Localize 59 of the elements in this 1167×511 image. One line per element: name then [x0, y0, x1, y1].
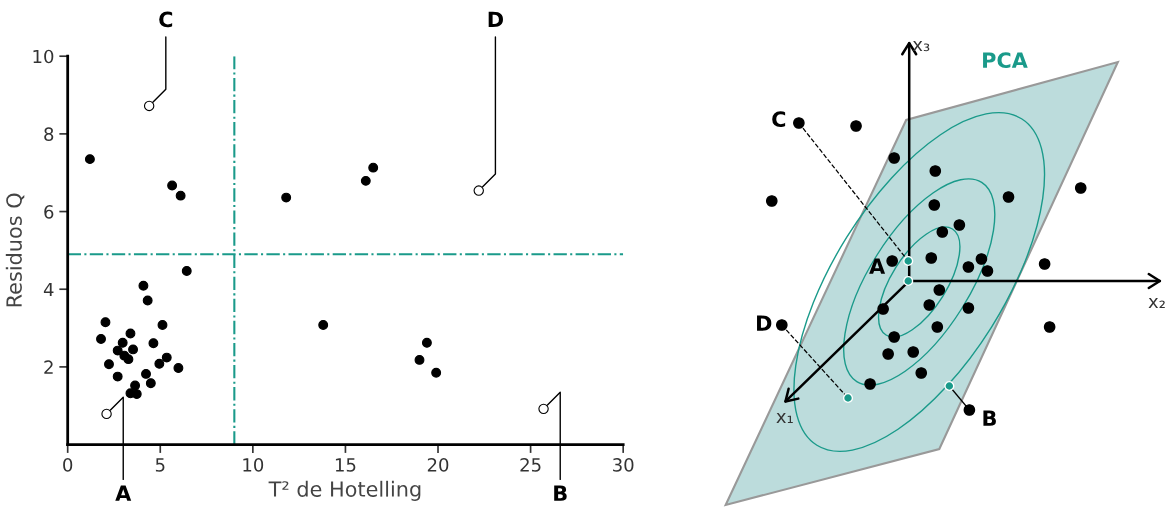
point — [145, 378, 156, 389]
y-tick-label: 10 — [33, 49, 54, 64]
point — [414, 354, 425, 365]
point — [141, 368, 151, 379]
point — [143, 100, 155, 112]
text: x₃ — [912, 41, 930, 52]
point — [117, 337, 128, 348]
x-tick-label: 5 — [155, 458, 165, 472]
point — [148, 338, 159, 349]
text: x₁ — [776, 413, 793, 424]
text: D — [757, 315, 772, 331]
x-tick-label: 25 — [520, 458, 541, 472]
point — [112, 371, 123, 382]
text: C — [772, 111, 786, 128]
annotation: C — [159, 11, 173, 28]
text: PCA — [983, 52, 1028, 69]
point — [360, 175, 371, 186]
point — [128, 344, 138, 355]
text: B — [983, 410, 996, 426]
point — [281, 192, 292, 203]
y-tick-label: 8 — [44, 127, 54, 141]
annotation: B — [554, 485, 567, 501]
point — [123, 354, 134, 365]
point — [157, 320, 168, 330]
point — [318, 320, 329, 330]
y-tick-label: 4 — [43, 282, 54, 297]
x-axis-title: T² de Hotelling — [268, 480, 421, 501]
point — [100, 317, 111, 328]
point — [125, 328, 136, 339]
annotation: D — [488, 11, 503, 28]
point — [181, 266, 192, 276]
point — [130, 380, 141, 391]
x-tick-label: 30 — [613, 458, 634, 472]
point — [96, 333, 106, 344]
x-tick-label: 15 — [335, 458, 356, 472]
point — [138, 280, 149, 291]
point — [431, 367, 442, 378]
text: x₂ — [1148, 298, 1165, 309]
y-tick-label: 2 — [44, 360, 53, 374]
point — [104, 359, 114, 370]
point — [175, 190, 186, 201]
x-tick-label: 20 — [427, 458, 449, 472]
x-tick-label: 0 — [63, 458, 73, 472]
y-axis-title: Residuos Q — [5, 193, 25, 307]
point — [101, 408, 112, 420]
y-tick-label: 6 — [44, 205, 54, 219]
point — [154, 358, 165, 369]
point — [161, 352, 172, 363]
point — [84, 154, 95, 165]
point — [173, 363, 184, 374]
point — [473, 185, 484, 196]
point — [142, 295, 153, 306]
point — [538, 403, 549, 415]
x-tick-label: 10 — [243, 458, 264, 472]
annotation: A — [115, 485, 132, 501]
text: A — [869, 258, 886, 274]
point — [368, 162, 379, 173]
point — [421, 337, 432, 348]
point — [167, 180, 178, 191]
